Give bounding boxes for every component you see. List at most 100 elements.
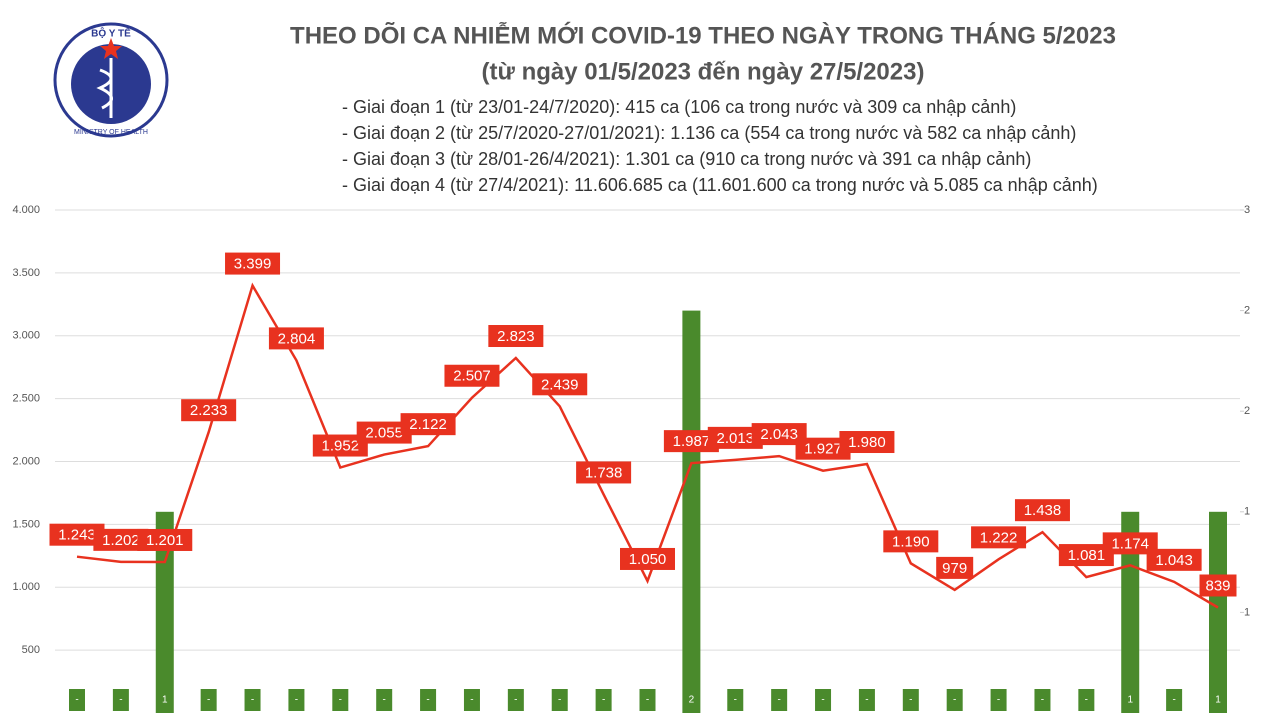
line-value-label: 2.507 <box>453 368 491 385</box>
label-box <box>1199 574 1237 597</box>
label-box <box>244 689 261 711</box>
label-box <box>839 431 895 454</box>
label-box <box>463 689 480 711</box>
y-tick-label: 2.500 <box>12 393 40 405</box>
bar-value-label: - <box>558 695 561 706</box>
y-tick-label: 1.500 <box>12 518 40 530</box>
line-value-label: 2.233 <box>190 402 228 419</box>
bar-value-label: - <box>602 695 605 706</box>
label-box <box>1102 532 1158 555</box>
bar-value-label: - <box>909 695 912 706</box>
label-box <box>137 528 193 551</box>
line-value-label: 3.399 <box>234 256 272 273</box>
line-value-label: 1.190 <box>892 533 930 550</box>
bar-value-label: - <box>821 695 824 706</box>
note: - Giai đoạn 3 (từ 28/01-26/4/2021): 1.30… <box>342 149 1031 169</box>
bar-value-label: - <box>1041 695 1044 706</box>
bar <box>1209 511 1227 713</box>
bar-value-label: - <box>207 695 210 706</box>
bar-value-label: 1 <box>1127 695 1133 706</box>
line-value-label: 839 <box>1205 577 1230 594</box>
bar-value-label: - <box>646 695 649 706</box>
bar-value-label: - <box>426 695 429 706</box>
label-box <box>1146 548 1202 571</box>
y-tick-label: 4.000 <box>12 204 40 216</box>
bar-value-label: - <box>1085 695 1088 706</box>
bar <box>682 310 701 713</box>
bar-value-label: - <box>777 695 780 706</box>
y-tick-label: 3.000 <box>12 330 40 342</box>
bar-value-label: 2 <box>689 695 695 706</box>
bar-value-label: - <box>997 695 1000 706</box>
label-box <box>639 689 656 711</box>
y2-tick-label: 2 <box>1244 305 1250 317</box>
label-box <box>576 461 632 484</box>
logo-text: MINISTRY OF HEALTH <box>74 129 148 136</box>
y2-tick-label: 1 <box>1244 506 1250 518</box>
line-value-label: 2.055 <box>365 425 403 442</box>
label-box <box>946 689 963 711</box>
bar-value-label: 1 <box>162 695 168 706</box>
label-box <box>356 421 412 444</box>
line-value-label: 1.243 <box>58 527 96 544</box>
label-box <box>93 528 149 551</box>
label-box <box>312 434 368 457</box>
label-box <box>444 364 500 387</box>
bar-value-label: - <box>383 695 386 706</box>
y-tick-label: 1.000 <box>12 581 40 593</box>
bar-value-label: - <box>251 695 254 706</box>
label-box <box>49 523 105 546</box>
label-box <box>420 689 437 711</box>
label-box <box>727 689 744 711</box>
y-tick-label: 2.000 <box>12 455 40 467</box>
label-box <box>1210 689 1226 711</box>
line-value-label: 1.952 <box>322 438 360 455</box>
label-box <box>112 689 129 711</box>
label-box <box>971 526 1027 549</box>
label-box <box>532 373 588 396</box>
bar-value-label: - <box>75 695 78 706</box>
label-box <box>268 327 324 350</box>
label-box <box>683 689 700 711</box>
y2-tick-label: 2 <box>1244 405 1250 417</box>
y2-tick-label: 1 <box>1244 606 1250 618</box>
label-box <box>707 426 763 449</box>
line-value-label: 2.823 <box>497 328 535 345</box>
label-box <box>288 689 305 711</box>
line-value-label: 1.438 <box>1024 502 1062 519</box>
y-tick-label: 3.500 <box>12 267 40 279</box>
label-box <box>1034 689 1051 711</box>
bar-value-label: - <box>470 695 473 706</box>
chart-subtitle: (từ ngày 01/5/2023 đến ngày 27/5/2023) <box>482 58 925 85</box>
line-value-label: 1.081 <box>1068 547 1106 564</box>
label-box <box>936 556 974 579</box>
label-box <box>1166 689 1183 711</box>
label-box <box>1078 689 1095 711</box>
label-box <box>902 689 919 711</box>
label-box <box>488 325 544 348</box>
bar-value-label: - <box>339 695 342 706</box>
y2-tick-label: 3 <box>1244 204 1250 216</box>
label-box <box>400 413 456 436</box>
bar <box>1121 511 1140 713</box>
label-box <box>815 689 832 711</box>
line <box>76 282 1219 609</box>
label-box <box>595 689 612 711</box>
line-value-label: 2.013 <box>716 430 754 447</box>
label-box <box>1014 499 1070 522</box>
label-box <box>551 689 568 711</box>
label-box <box>1122 689 1139 711</box>
label-box <box>663 430 719 453</box>
label-box <box>1058 544 1114 567</box>
line-value-label: 2.043 <box>760 426 798 443</box>
logo: BỘ Y TẾ MINISTRY OF HEALTH <box>53 22 169 138</box>
label-box <box>225 252 281 275</box>
label-box <box>69 689 85 711</box>
bar-value-label: - <box>514 695 517 706</box>
chart-title: THEO DÕI CA NHIỄM MỚI COVID-19 THEO NGÀY… <box>290 20 1116 49</box>
y-tick-label: 500 <box>22 644 40 656</box>
line-value-label: 1.927 <box>804 441 842 458</box>
label-box <box>771 689 788 711</box>
